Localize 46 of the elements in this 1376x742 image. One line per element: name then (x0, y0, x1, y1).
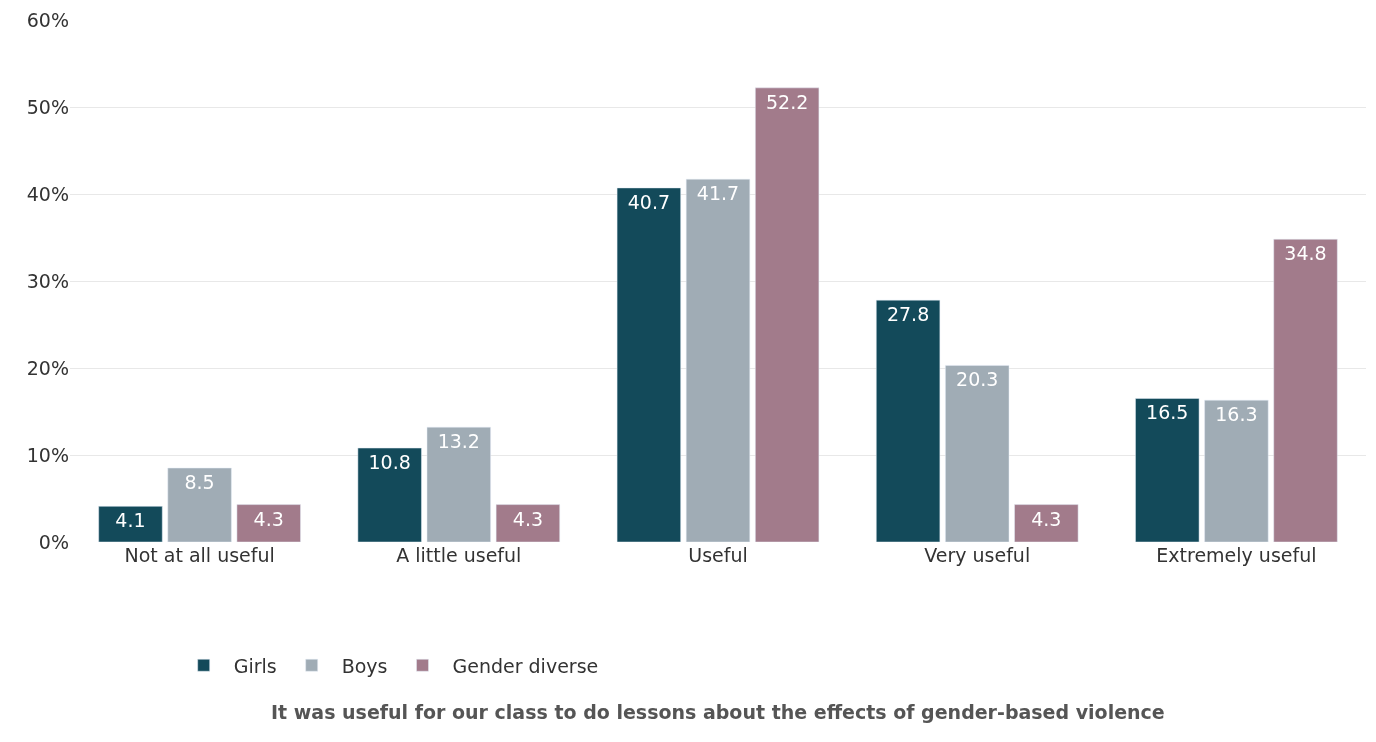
bar (616, 187, 681, 542)
bar (357, 447, 422, 542)
bar (685, 178, 751, 542)
data-label: 4.3 (253, 507, 284, 530)
y-tick-label: 40% (26, 182, 69, 205)
data-label: 13.2 (437, 430, 480, 453)
data-label: 40.7 (627, 190, 671, 213)
bar (426, 426, 491, 542)
y-tick-label: 60% (26, 8, 69, 31)
data-label: 4.3 (512, 507, 544, 530)
y-tick-label: 50% (26, 95, 69, 118)
legend-label: Girls (233, 654, 277, 677)
bar (1014, 504, 1079, 542)
bar (755, 87, 820, 542)
x-tick-label: Not at all useful (124, 544, 275, 566)
data-label: 34.8 (1284, 242, 1327, 265)
y-tick-label: 30% (26, 269, 69, 292)
x-tick-label: Very useful (924, 544, 1031, 566)
bar (1273, 238, 1338, 542)
data-label: 27.8 (886, 303, 930, 326)
x-tick-label: Useful (688, 544, 748, 566)
data-label: 4.1 (115, 509, 146, 532)
bar (1135, 398, 1200, 542)
legend-label: Gender diverse (452, 654, 599, 677)
bar (876, 299, 941, 542)
text: It was useful for our class to do lessons about the effects of gender-based violence (271, 701, 1165, 723)
y-tick-label: 0% (38, 530, 69, 553)
legend-label: Boys (341, 654, 388, 677)
data-label: 20.3 (956, 368, 999, 391)
data-label: 41.7 (696, 182, 740, 205)
bar (98, 506, 163, 542)
bar (495, 504, 560, 542)
y-tick-label: 20% (26, 356, 69, 379)
x-tick-label: Extremely useful (1156, 544, 1317, 566)
x-tick-label: A little useful (396, 544, 522, 566)
bar (1204, 399, 1269, 542)
data-label: 16.3 (1215, 403, 1258, 426)
data-label: 10.8 (368, 451, 411, 474)
bar (236, 504, 301, 542)
bar (945, 365, 1010, 542)
y-tick-label: 10% (26, 443, 69, 466)
data-label: 8.5 (184, 471, 215, 494)
data-label: 4.3 (1031, 507, 1062, 530)
bar (167, 467, 232, 542)
data-label: 16.5 (1146, 401, 1189, 424)
data-label: 52.2 (765, 90, 809, 113)
